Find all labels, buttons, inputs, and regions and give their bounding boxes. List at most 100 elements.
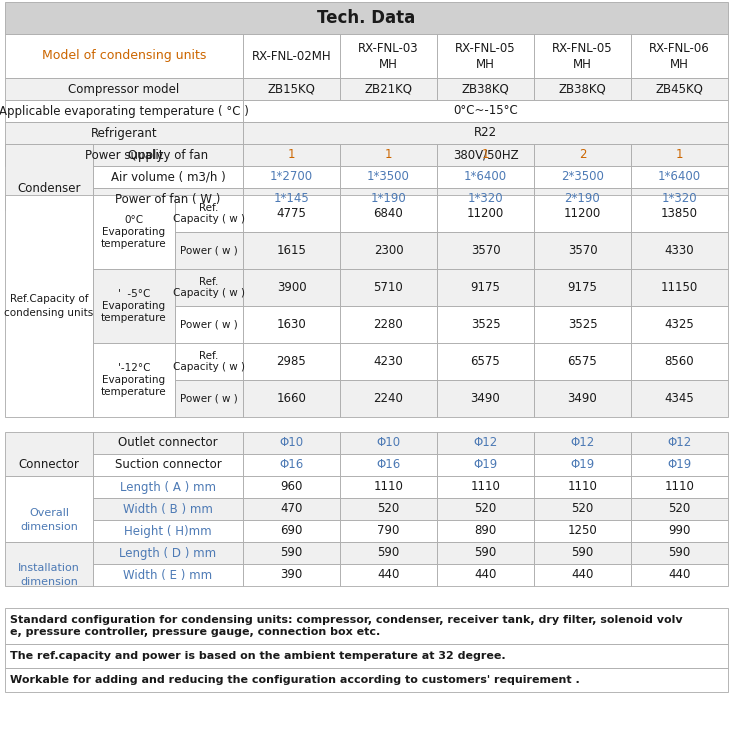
Bar [340,343,437,380]
Text: Power ( w ): Power ( w ) [180,319,238,330]
Text: 2280: 2280 [374,318,403,331]
Bar [340,454,437,476]
Bar [437,34,534,78]
Bar [437,195,534,232]
Bar [243,34,340,78]
Text: Refrigerant: Refrigerant [91,126,157,140]
Text: Workable for adding and reducing the configuration according to customers' requi: Workable for adding and reducing the con… [10,675,580,685]
Text: 590: 590 [668,547,691,559]
Text: 2*190: 2*190 [565,192,601,205]
Bar [5,432,93,476]
Text: 990: 990 [668,525,691,537]
Bar [243,269,340,306]
Text: 440: 440 [571,568,594,582]
Bar [534,306,631,343]
Bar [5,644,728,668]
Bar [534,188,631,210]
Text: 3570: 3570 [471,244,500,257]
Bar [243,306,340,343]
Text: 4775: 4775 [276,207,307,220]
Bar [243,432,340,454]
Bar [243,78,340,100]
Bar [437,454,534,476]
Bar [631,343,728,380]
Text: 440: 440 [475,568,497,582]
Text: RX-FNL-03
MH: RX-FNL-03 MH [358,41,419,70]
Bar [631,454,728,476]
Text: 1110: 1110 [374,480,403,494]
Text: ZB15KQ: ZB15KQ [268,83,315,95]
Text: Φ12: Φ12 [668,437,691,449]
Text: 1*3500: 1*3500 [367,171,410,183]
Text: Model of condensing units: Model of condensing units [42,50,206,63]
Bar [437,432,534,454]
Text: 590: 590 [280,547,303,559]
Bar [5,195,93,417]
Text: 1: 1 [385,149,392,162]
Text: 440: 440 [377,568,399,582]
Bar [340,188,437,210]
Bar [175,195,243,232]
Text: 4330: 4330 [665,244,694,257]
Text: 2300: 2300 [374,244,403,257]
Bar [340,476,437,498]
Bar [340,269,437,306]
Bar [243,498,340,520]
Bar [93,188,243,210]
Bar [5,122,243,144]
Bar [93,564,243,586]
Text: 1: 1 [287,149,296,162]
Bar [631,520,728,542]
Text: 13850: 13850 [661,207,698,220]
Text: RX-FNL-05
MH: RX-FNL-05 MH [552,41,612,70]
Bar [243,100,728,122]
Text: 590: 590 [377,547,399,559]
Bar [243,476,340,498]
Text: 11150: 11150 [661,281,698,294]
Text: 470: 470 [280,503,303,516]
Bar [93,166,243,188]
Text: Length ( D ) mm: Length ( D ) mm [119,547,217,559]
Text: ZB38KQ: ZB38KQ [461,83,509,95]
Text: Installation
dimension: Installation dimension [18,563,80,587]
Bar [534,195,631,232]
Text: Φ12: Φ12 [473,437,497,449]
Bar [5,608,728,644]
Text: 590: 590 [571,547,593,559]
Bar [243,232,340,269]
Text: 520: 520 [377,503,399,516]
Text: Standard configuration for condensing units: compressor, condenser, receiver tan: Standard configuration for condensing un… [10,615,682,638]
Bar [631,195,728,232]
Text: 4345: 4345 [665,392,694,405]
Text: 1*320: 1*320 [468,192,503,205]
Bar [340,78,437,100]
Bar [534,343,631,380]
Text: 1110: 1110 [665,480,694,494]
Bar [631,188,728,210]
Bar [340,380,437,417]
Text: 11200: 11200 [467,207,504,220]
Bar [631,432,728,454]
Text: 1250: 1250 [567,525,598,537]
Text: 440: 440 [668,568,691,582]
Text: 3900: 3900 [276,281,307,294]
Text: 2240: 2240 [374,392,403,405]
Text: 960: 960 [280,480,303,494]
Bar [437,188,534,210]
Text: Compressor model: Compressor model [69,83,180,95]
Text: Power of fan ( W ): Power of fan ( W ) [115,192,220,205]
Text: 1: 1 [676,149,683,162]
Text: '  -5°C
Evaporating
temperature: ' -5°C Evaporating temperature [101,289,167,323]
Bar [631,269,728,306]
Text: Φ19: Φ19 [473,458,497,471]
Text: Tech. Data: Tech. Data [318,9,416,27]
Text: Applicable evaporating temperature ( °C ): Applicable evaporating temperature ( °C … [0,104,249,118]
Text: 3490: 3490 [471,392,500,405]
Bar [534,454,631,476]
Text: 390: 390 [280,568,303,582]
Bar [340,542,437,564]
Bar [340,232,437,269]
Bar [534,476,631,498]
Bar [5,78,243,100]
Text: 5710: 5710 [374,281,403,294]
